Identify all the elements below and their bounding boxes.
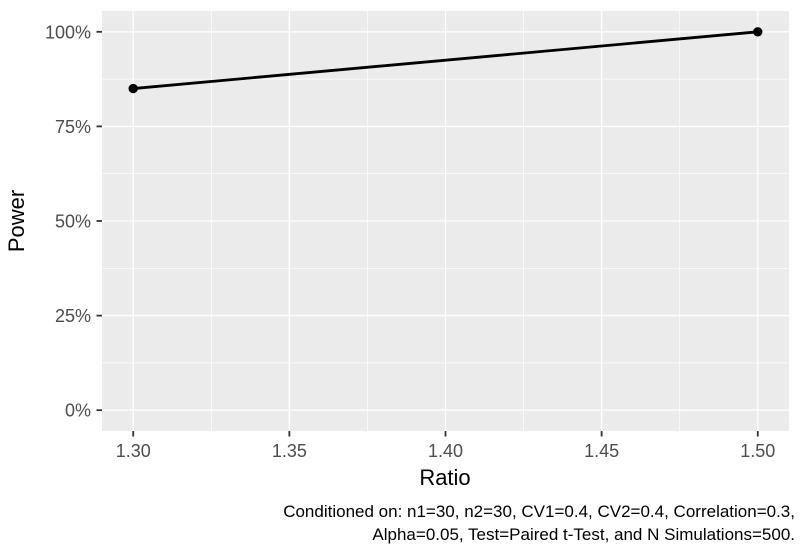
x-tick-label: 1.35 — [272, 441, 307, 461]
y-tick-label: 0% — [65, 401, 91, 421]
x-tick-label: 1.45 — [584, 441, 619, 461]
x-tick-label: 1.40 — [428, 441, 463, 461]
x-tick-label: 1.50 — [740, 441, 775, 461]
x-tick-label: 1.30 — [116, 441, 151, 461]
y-tick-label: 25% — [55, 306, 91, 326]
series-line-group — [133, 30, 758, 90]
grid-major — [102, 11, 789, 431]
y-tick-label: 50% — [55, 212, 91, 232]
caption-line-1: Conditioned on: n1=30, n2=30, CV1=0.4, C… — [283, 502, 795, 521]
y-tick-label: 75% — [55, 117, 91, 137]
x-axis-tick-marks — [132, 431, 759, 437]
caption-line-2: Alpha=0.05, Test=Paired t-Test, and N Si… — [372, 525, 795, 544]
chart-caption: Conditioned on: n1=30, n2=30, CV1=0.4, C… — [0, 500, 795, 546]
series-line — [133, 30, 758, 90]
series-points-group — [128, 27, 763, 94]
y-axis-tick-marks — [96, 30, 102, 412]
y-axis-title: Power — [4, 190, 29, 252]
x-axis-title: Ratio — [419, 465, 470, 490]
y-axis-tick-labels: 0% 25% 50% 75% 100% — [45, 22, 91, 420]
data-point — [128, 83, 138, 94]
y-tick-label: 100% — [45, 22, 91, 42]
data-point — [753, 27, 763, 37]
x-axis-tick-labels: 1.30 1.35 1.40 1.45 1.50 — [116, 441, 776, 461]
